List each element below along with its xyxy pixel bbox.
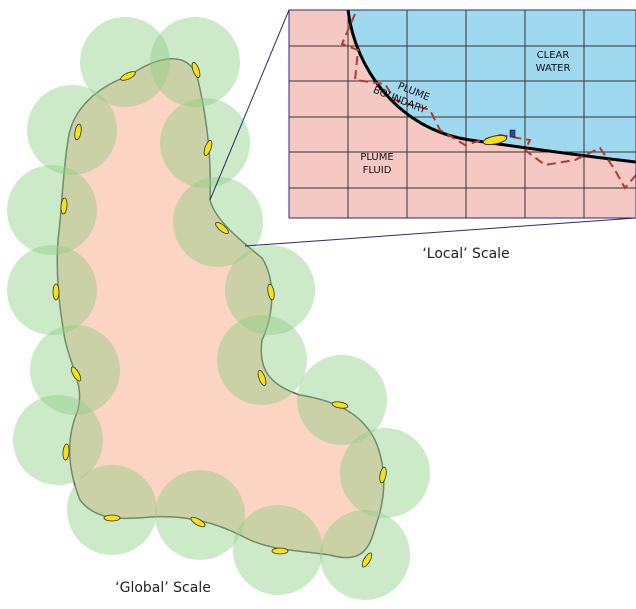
global-caption: ‘Global’ Scale xyxy=(115,580,211,596)
plume-fluid-label: PLUME FLUID xyxy=(360,152,393,176)
text-line: PLUME xyxy=(360,152,393,163)
local-caption: ‘Local’ Scale xyxy=(422,246,509,262)
inset-frame xyxy=(288,9,636,219)
zoom-lines xyxy=(209,9,636,247)
sensor-ranges xyxy=(7,17,430,600)
inset xyxy=(289,10,636,218)
clear-water-label: CLEAR WATER xyxy=(536,50,571,74)
sensors xyxy=(52,62,387,568)
text-line: WATER xyxy=(536,63,571,74)
text-line: FLUID xyxy=(363,165,392,176)
text-line: CLEAR xyxy=(537,50,570,61)
